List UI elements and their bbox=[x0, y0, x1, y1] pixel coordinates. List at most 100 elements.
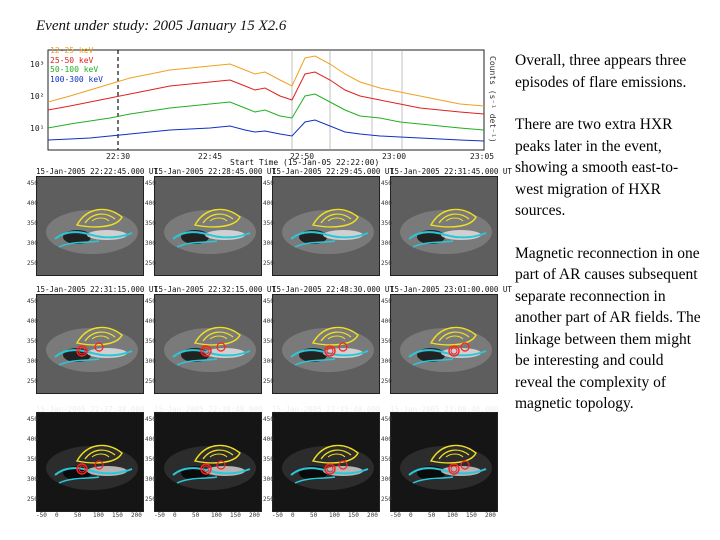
series-25-50-kev bbox=[47, 71, 485, 115]
xtick-label: 22:50 bbox=[290, 152, 315, 161]
axis-tick-label: 450 bbox=[381, 298, 392, 305]
image-panel-title: 15-Jan-2005 22:32:15.000 UT bbox=[154, 285, 276, 294]
axis-tick-label: 0 bbox=[173, 512, 177, 519]
axis-tick-label: 100 bbox=[93, 512, 104, 519]
axis-tick-label: 0 bbox=[409, 512, 413, 519]
series-12-25-kev bbox=[47, 55, 485, 107]
xaxis-title: Start Time (15-Jan-05 22:22:00) bbox=[230, 158, 380, 167]
axis-tick-label: 400 bbox=[27, 436, 38, 443]
axis-tick-label: 450 bbox=[381, 416, 392, 423]
axis-tick-label: 0 bbox=[291, 512, 295, 519]
axis-tick-label: 300 bbox=[27, 240, 38, 247]
solar-image bbox=[154, 176, 262, 276]
axis-tick-label: 350 bbox=[27, 338, 38, 345]
axis-tick-label: 0 bbox=[55, 512, 59, 519]
xtick-label: 22:45 bbox=[198, 152, 223, 161]
solar-image bbox=[154, 294, 262, 394]
axis-tick-label: 350 bbox=[381, 338, 392, 345]
axis-tick-label: 450 bbox=[27, 416, 38, 423]
axis-tick-label: 400 bbox=[145, 436, 156, 443]
axis-tick-label: 350 bbox=[145, 220, 156, 227]
axis-tick-label: 450 bbox=[145, 298, 156, 305]
axis-tick-label: 100 bbox=[329, 512, 340, 519]
image-panel: 15-Jan-2005 23:01:00.000 UT 450 400 350 300… bbox=[381, 285, 512, 394]
image-panel-title: 15-Jan-2005 22:48:30.000 UT bbox=[272, 285, 394, 294]
image-panel-title: 15-Jan-2005 22:37:48.000 bbox=[36, 405, 145, 414]
note-paragraph: There are two extra HXR peaks later in t… bbox=[515, 116, 679, 219]
axis-tick-label: 450 bbox=[263, 180, 274, 187]
image-panel-title: 15-Jan-2005 22:31:45.000 UT bbox=[390, 167, 512, 176]
image-panel: 15-Jan-2005 22:48:30.000 UT 450 400 350 300… bbox=[263, 285, 394, 394]
slide-title: Event under study: 2005 January 15 X2.6 bbox=[36, 18, 287, 34]
axis-tick-label: 300 bbox=[263, 358, 274, 365]
image-panel-title: 15-Jan-2005 23:08:48.000 bbox=[390, 405, 499, 414]
axis-tick-label: 250 bbox=[263, 378, 274, 385]
series-50-100-kev bbox=[47, 93, 485, 131]
image-panel-title: 15-Jan-2005 22:29:45.000 UT bbox=[272, 167, 394, 176]
axis-tick-label: 250 bbox=[27, 496, 38, 503]
image-panel-title: 15-Jan-2005 23:01:00.000 UT bbox=[390, 285, 512, 294]
axis-tick-label: 250 bbox=[145, 260, 156, 267]
axis-tick-label: 300 bbox=[381, 358, 392, 365]
axis-tick-label: 400 bbox=[145, 200, 156, 207]
image-panel: 15-Jan-2005 22:32:15.000 UT 450 400 350 300… bbox=[145, 285, 276, 394]
solar-image bbox=[390, 294, 498, 394]
image-panel-title: 15-Jan-2005 22:22:45.000 UT bbox=[36, 167, 158, 176]
axis-tick-label: 150 bbox=[230, 512, 241, 519]
axis-tick-label: 50 bbox=[74, 512, 82, 519]
axis-tick-label: 400 bbox=[145, 318, 156, 325]
solar-image bbox=[272, 412, 380, 512]
axis-tick-label: 100 bbox=[447, 512, 458, 519]
image-panel: 15-Jan-2005 22:31:45.000 UT 450 400 350 300… bbox=[381, 167, 512, 276]
axis-tick-label: 400 bbox=[27, 200, 38, 207]
axis-tick-label: 250 bbox=[381, 378, 392, 385]
axis-tick-label: 400 bbox=[263, 200, 274, 207]
axis-tick-label: 350 bbox=[27, 456, 38, 463]
image-panel: 15-Jan-2005 22:22:45.000 UT 450 400 350 300… bbox=[27, 167, 158, 276]
note-paragraph: Magnetic reconnection in one part of AR … bbox=[515, 244, 701, 413]
xtick-label: 22:30 bbox=[106, 152, 131, 161]
image-panel-title: 15-Jan-2005 22:45:48.000 bbox=[272, 405, 381, 414]
axis-tick-label: 300 bbox=[145, 476, 156, 483]
axis-tick-label: 350 bbox=[263, 220, 274, 227]
ytick-label: 10¹ bbox=[30, 124, 45, 133]
axis-tick-label: 300 bbox=[145, 240, 156, 247]
axis-tick-label: 150 bbox=[348, 512, 359, 519]
legend-entry: 100-300 keV bbox=[50, 74, 103, 84]
axis-tick-label: 50 bbox=[192, 512, 200, 519]
axis-tick-label: 350 bbox=[27, 220, 38, 227]
axis-tick-label: 300 bbox=[27, 476, 38, 483]
lightcurve-legend: 12-25 keV 25-50 keV 50-100 keV 100-300 k… bbox=[36, 46, 103, 84]
image-panel: 15-Jan-2005 22:28:45.000 UT 450 400 350 300… bbox=[145, 167, 276, 276]
axis-tick-label: 450 bbox=[145, 416, 156, 423]
axis-tick-label: -50 bbox=[36, 512, 47, 519]
solar-image bbox=[36, 294, 144, 394]
axis-tick-label: 200 bbox=[249, 512, 260, 519]
axis-tick-label: 350 bbox=[145, 456, 156, 463]
solar-image bbox=[390, 176, 498, 276]
axis-tick-label: 150 bbox=[466, 512, 477, 519]
axis-tick-label: 50 bbox=[310, 512, 318, 519]
axis-tick-label: 400 bbox=[381, 200, 392, 207]
notes-panel: Overall, three appears three episodes of… bbox=[515, 50, 705, 436]
yaxis-title: Counts (s⁻¹ det⁻¹) bbox=[488, 56, 497, 143]
axis-tick-label: 200 bbox=[367, 512, 378, 519]
image-panel-title: 15-Jan-2005 22:38:48.000 bbox=[154, 405, 263, 414]
axis-tick-label: 250 bbox=[381, 260, 392, 267]
legend-entry: 50-100 keV bbox=[50, 65, 99, 74]
solar-image bbox=[272, 176, 380, 276]
axis-tick-label: 400 bbox=[263, 318, 274, 325]
axis-tick-label: -50 bbox=[272, 512, 283, 519]
xtick-label: 23:00 bbox=[382, 152, 407, 161]
axis-tick-label: 250 bbox=[27, 260, 38, 267]
axis-tick-label: 450 bbox=[27, 298, 38, 305]
image-panel: 15-Jan-2005 22:45:48.000 450 400 350 300 250… bbox=[263, 404, 381, 519]
axis-tick-label: 300 bbox=[27, 358, 38, 365]
axis-tick-label: 450 bbox=[263, 298, 274, 305]
axis-tick-label: 100 bbox=[211, 512, 222, 519]
solar-image bbox=[36, 176, 144, 276]
axis-tick-label: -50 bbox=[390, 512, 401, 519]
axis-tick-label: 300 bbox=[381, 240, 392, 247]
axis-tick-label: 350 bbox=[381, 456, 392, 463]
solar-image bbox=[390, 412, 498, 512]
